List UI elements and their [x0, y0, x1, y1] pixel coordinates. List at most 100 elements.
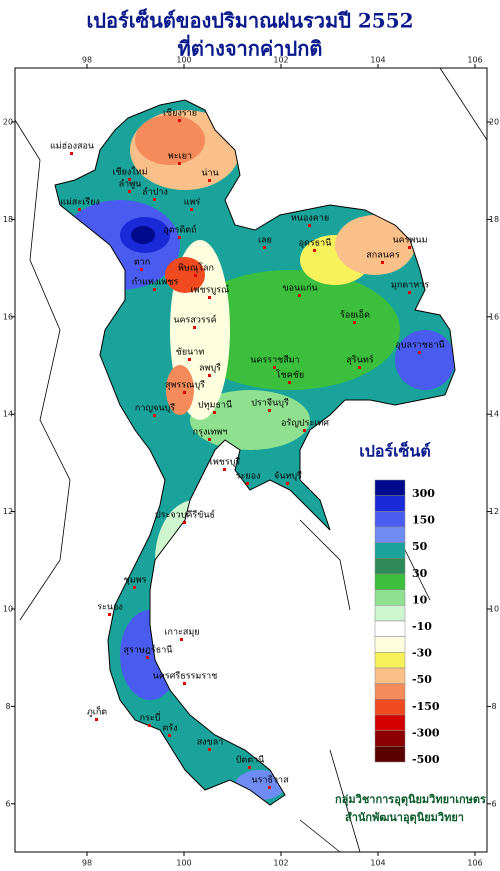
y-tick-label: 6 — [491, 799, 496, 808]
station-label: กระบี่ — [140, 711, 161, 724]
station-label: เลย — [258, 236, 272, 246]
legend-swatch — [374, 746, 406, 763]
y-tick-label: 12 — [3, 507, 13, 516]
station-label: ลำพูน — [119, 179, 142, 190]
y-tick-label: 16 — [489, 312, 499, 321]
x-tick-label: 102 — [273, 859, 288, 868]
legend-label: 300 — [412, 487, 435, 500]
station-label: นครราชสีมา — [250, 355, 299, 366]
station-dot — [408, 246, 411, 249]
station-dot — [273, 366, 276, 369]
legend-swatch — [374, 542, 406, 559]
station-dot — [298, 294, 301, 297]
station-dot — [168, 734, 171, 737]
station-label: แม่ฮ่องสอน — [50, 142, 94, 152]
station-label: ประจวบคีรีขันธ์ — [155, 509, 215, 521]
station-label: หนองคาย — [291, 214, 329, 224]
station-label: เชียงใหม่ — [112, 167, 147, 178]
y-tick-label: 12 — [489, 507, 499, 516]
station-dot — [70, 152, 73, 155]
station-dot — [381, 261, 384, 264]
legend-label: -500 — [412, 753, 440, 766]
legend-label: 30 — [412, 567, 428, 580]
station-dot — [78, 208, 81, 211]
station-label: ปทุมธานี — [198, 400, 232, 411]
station-label: สกลนคร — [366, 251, 400, 261]
station-label: สุพรรณบุรี — [165, 380, 205, 391]
station-label: อุตรดิตถ์ — [163, 224, 196, 236]
station-label: ตาก — [134, 258, 150, 268]
y-tick-label: 10 — [489, 605, 499, 614]
station-label: นครพนม — [392, 236, 427, 246]
station-dot — [95, 718, 98, 721]
station-label: เพชรบุรี — [210, 457, 241, 468]
station-dot — [208, 179, 211, 182]
station-dot — [146, 656, 149, 659]
station-label: นครสวรรค์ — [173, 314, 216, 326]
station-dot — [148, 724, 151, 727]
legend-swatch — [374, 652, 406, 669]
y-tick-label: 20 — [3, 118, 13, 127]
station-dot — [153, 414, 156, 417]
station-dot — [183, 391, 186, 394]
station-dot — [193, 326, 196, 329]
y-tick-label: 16 — [3, 312, 13, 321]
station-label: แพร่ — [184, 198, 201, 208]
station-dot — [303, 429, 306, 432]
station-dot — [208, 374, 211, 377]
y-tick-label: 14 — [489, 410, 499, 419]
legend-swatch — [374, 558, 406, 575]
station-dot — [268, 786, 271, 789]
legend-swatch — [374, 479, 406, 496]
x-tick-label: 98 — [82, 56, 92, 65]
station-dot — [208, 438, 211, 441]
station-label: ขอนแก่น — [282, 284, 317, 294]
legend-swatch — [374, 620, 406, 637]
station-label: แม่สะเรียง — [60, 197, 100, 208]
legend-swatch — [374, 526, 406, 543]
y-tick-label: 18 — [489, 215, 499, 224]
station-dot — [223, 468, 226, 471]
station-dot — [128, 190, 131, 193]
station-dot — [183, 682, 186, 685]
legend-title: เปอร์เซ็นต์ — [359, 440, 430, 461]
legend-label: -30 — [412, 647, 432, 660]
x-tick-label: 104 — [370, 56, 385, 65]
x-tick-label: 102 — [273, 56, 288, 65]
station-dot — [180, 638, 183, 641]
station-label: สุราษฎร์ธานี — [124, 644, 173, 656]
station-label: เชียงราย — [163, 108, 197, 119]
station-dot — [246, 482, 249, 485]
legend-swatch — [374, 573, 406, 590]
legend-swatch — [374, 667, 406, 684]
legend-swatch — [374, 605, 406, 622]
legend-swatch — [374, 495, 406, 512]
station-dot — [308, 224, 311, 227]
station-label: ลำปาง — [142, 187, 168, 198]
station-label: กำแพงเพชร — [132, 277, 179, 288]
station-dot — [208, 296, 211, 299]
legend-swatch — [374, 589, 406, 606]
subtitle: ที่ต่างจากค่าปกติ — [178, 34, 323, 61]
station-label: ลพบุรี — [199, 363, 221, 374]
title: เปอร์เซ็นต์ของปริมาณฝนรวมปี 2552 — [86, 8, 413, 33]
neighbor-borders — [14, 67, 488, 853]
station-dot — [418, 351, 421, 354]
station-dot — [288, 381, 291, 384]
legend-label: -50 — [412, 673, 432, 686]
station-label: เกาะสมุย — [164, 628, 199, 638]
station-dot — [188, 358, 191, 361]
station-dot — [108, 613, 111, 616]
station-label: น่าน — [201, 169, 218, 179]
station-label: นครศรีธรรมราช — [153, 671, 218, 682]
station-label: ตรัง — [162, 724, 177, 734]
footer-line1: กลุ่มวิชาการอุตุนิยมวิทยาเกษตร — [335, 793, 486, 807]
legend-swatch — [374, 730, 406, 747]
station-label: โชคชัย — [276, 370, 304, 381]
x-tick-label: 100 — [176, 859, 191, 868]
legend-swatch — [374, 636, 406, 653]
legend-label: -10 — [412, 620, 432, 633]
station-dot — [190, 208, 193, 211]
